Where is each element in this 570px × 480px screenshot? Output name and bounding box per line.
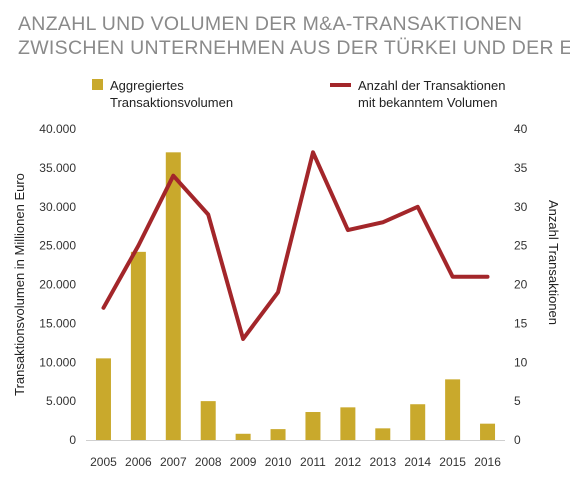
bar	[480, 423, 496, 440]
y-left-axis-title: Transaktionsvolumen in Millionen Euro	[12, 173, 27, 396]
x-tick-label: 2006	[125, 455, 152, 469]
y-right-tick-label: 15	[514, 316, 528, 330]
line-point	[136, 244, 140, 248]
bar	[375, 428, 391, 440]
bar	[130, 251, 146, 440]
bar	[235, 433, 251, 440]
x-tick-label: 2007	[160, 455, 187, 469]
bar	[165, 152, 181, 440]
line-point	[206, 213, 210, 217]
bar	[340, 407, 356, 440]
x-tick-label: 2009	[230, 455, 257, 469]
y-right-tick-label: 25	[514, 239, 528, 253]
legend-bar-label-line-2: Transaktionsvolumen	[110, 95, 233, 110]
line-point	[276, 290, 280, 294]
line-point	[311, 150, 315, 154]
chart-title: ANZAHL UND VOLUMEN DER M&A-TRANSAKTIONEN…	[18, 12, 570, 60]
line-point	[486, 275, 490, 279]
bar	[445, 379, 461, 440]
y-left-tick-label: 30.000	[39, 200, 76, 214]
line-point	[101, 306, 105, 310]
x-tick-label: 2016	[474, 455, 501, 469]
y-right-tick-label: 35	[514, 161, 528, 175]
y-left-tick-label: 35.000	[39, 161, 76, 175]
x-tick-label: 2015	[439, 455, 466, 469]
bar	[305, 412, 321, 440]
y-left-tick-label: 10.000	[39, 355, 76, 369]
chart-title-line-2: ZWISCHEN UNTERNEHMEN AUS DER TÜRKEI UND …	[18, 37, 570, 59]
y-left-tick-label: 20.000	[39, 278, 76, 292]
y-right-axis-title: Anzahl Transaktionen	[546, 200, 561, 325]
legend-line-label-line-2: mit bekanntem Volumen	[358, 95, 497, 110]
chart-title-line-1: ANZAHL UND VOLUMEN DER M&A-TRANSAKTIONEN	[18, 13, 523, 35]
legend-line-label-line-1: Anzahl der Transaktionen	[358, 78, 505, 93]
legend-bar-label-line-1: Aggregiertes	[110, 78, 184, 93]
y-right-tick-label: 30	[514, 200, 528, 214]
line-point	[451, 275, 455, 279]
y-left-tick-label: 5.000	[46, 394, 76, 408]
x-tick-label: 2005	[90, 455, 117, 469]
y-left-tick-label: 40.000	[39, 122, 76, 136]
y-right-tick-label: 10	[514, 355, 528, 369]
line-point	[381, 220, 385, 224]
y-left-tick-label: 0	[69, 433, 76, 447]
bar	[270, 429, 286, 440]
bar	[95, 358, 111, 440]
y-left-tick-label: 15.000	[39, 316, 76, 330]
x-tick-label: 2010	[265, 455, 292, 469]
y-left-tick-label: 25.000	[39, 239, 76, 253]
x-tick-label: 2013	[369, 455, 396, 469]
x-tick-label: 2014	[404, 455, 431, 469]
x-tick-label: 2008	[195, 455, 222, 469]
bar	[200, 401, 216, 440]
series-line	[101, 150, 490, 341]
line-point	[171, 174, 175, 178]
bar	[410, 404, 426, 440]
y-right-tick-label: 40	[514, 122, 528, 136]
x-tick-label: 2011	[300, 455, 326, 469]
line-point	[416, 205, 420, 209]
line-point	[346, 228, 350, 232]
legend-bar-swatch	[92, 79, 103, 90]
x-tick-label: 2012	[335, 455, 362, 469]
y-right-tick-label: 5	[514, 394, 521, 408]
line-point	[241, 337, 245, 341]
y-right-tick-label: 20	[514, 278, 528, 292]
y-right-tick-label: 0	[514, 433, 521, 447]
